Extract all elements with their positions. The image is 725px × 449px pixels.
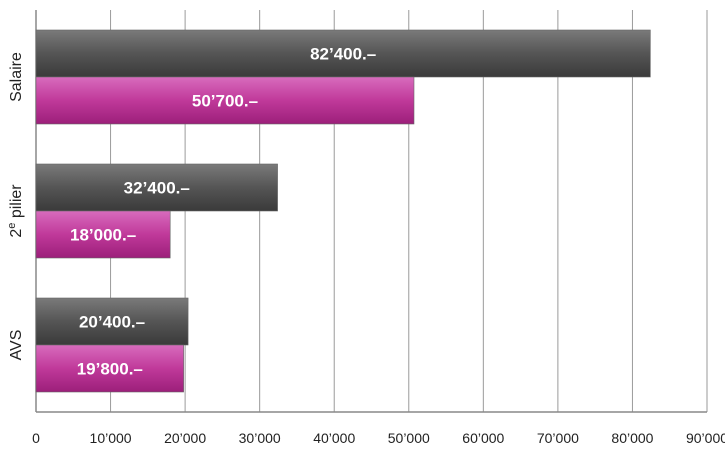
bar <box>35 297 189 346</box>
category-labels: Salaire 2e pilier AVS <box>6 52 25 360</box>
x-tick-label: 20’000 <box>164 430 206 446</box>
x-tick-label: 90’000 <box>686 430 725 446</box>
bar-data-label: 50’700.– <box>192 92 258 111</box>
bar <box>35 210 171 259</box>
bar <box>35 29 651 78</box>
x-tick-label: 10’000 <box>90 430 132 446</box>
bar-data-label: 20’400.– <box>79 313 145 332</box>
bar-data-label: 32’400.– <box>124 179 190 198</box>
x-tick-label: 70’000 <box>537 430 579 446</box>
x-tick-label: 40’000 <box>313 430 355 446</box>
bar-data-label: 18’000.– <box>70 226 136 245</box>
bar-data-label: 19’800.– <box>77 360 143 379</box>
x-tick-label: 80’000 <box>611 430 653 446</box>
bar-data-label: 82’400.– <box>310 45 376 64</box>
x-tick-label: 50’000 <box>388 430 430 446</box>
x-tick-label: 0 <box>32 430 40 446</box>
bar <box>35 344 184 393</box>
category-label: Salaire <box>8 52 25 102</box>
category-label: AVS <box>8 330 25 361</box>
bar <box>35 76 415 125</box>
bars-group: 82’400.– 50’700.– 32’400.– 18’000.– 20’400.–… <box>35 29 651 393</box>
x-axis-ticks: 0 10’000 20’000 30’000 40’000 50’000 60’000 70’… <box>32 430 725 446</box>
category-label: 2e pilier <box>6 184 25 238</box>
x-tick-label: 60’000 <box>462 430 504 446</box>
x-tick-label: 30’000 <box>239 430 281 446</box>
